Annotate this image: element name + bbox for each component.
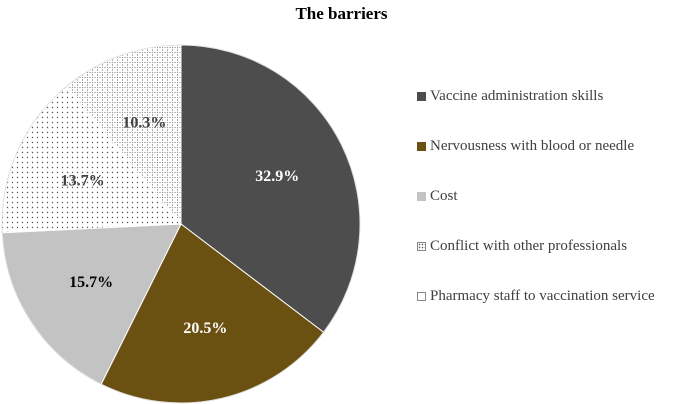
legend-swatch	[417, 191, 426, 201]
legend-swatch	[417, 241, 426, 251]
legend-label: Nervousness with blood or needle	[430, 137, 635, 154]
legend-swatch	[417, 91, 426, 101]
legend-swatch	[417, 291, 426, 301]
legend-swatch	[417, 141, 426, 151]
pie-slices	[1, 44, 361, 404]
legend-item-conflict-with-other-professionals: Conflict with other professionals	[417, 236, 683, 256]
legend-label: Cost	[430, 187, 458, 204]
pie-outline	[1, 44, 361, 404]
data-label-conflict-with-other-professionals: 13.7%	[61, 172, 105, 189]
legend-item-cost: Cost	[417, 186, 683, 206]
data-label-cost: 15.7%	[69, 274, 113, 291]
legend-label: Pharmacy staff to vaccination service	[430, 287, 655, 304]
data-label-vaccine-administration-skills: 32.9%	[255, 168, 299, 185]
legend-item-nervousness-with-blood-or-needle: Nervousness with blood or needle	[417, 136, 683, 156]
pie-data-labels: 32.9% 20.5% 15.7% 13.7% 10.3%	[61, 115, 300, 338]
legend-label: Conflict with other professionals	[430, 237, 628, 254]
data-label-pharmacy-staff-to-vaccination-service: 10.3%	[122, 115, 166, 132]
chart-title: The barriers	[295, 4, 388, 23]
data-label-nervousness-with-blood-or-needle: 20.5%	[183, 320, 227, 337]
legend-label: Vaccine administration skills	[430, 87, 604, 104]
legend-item-pharmacy-staff-to-vaccination-service: Pharmacy staff to vaccination service	[417, 286, 683, 306]
legend-item-vaccine-administration-skills: Vaccine administration skills	[417, 86, 683, 106]
legend: Vaccine administration skills Nervousness…	[417, 86, 683, 336]
